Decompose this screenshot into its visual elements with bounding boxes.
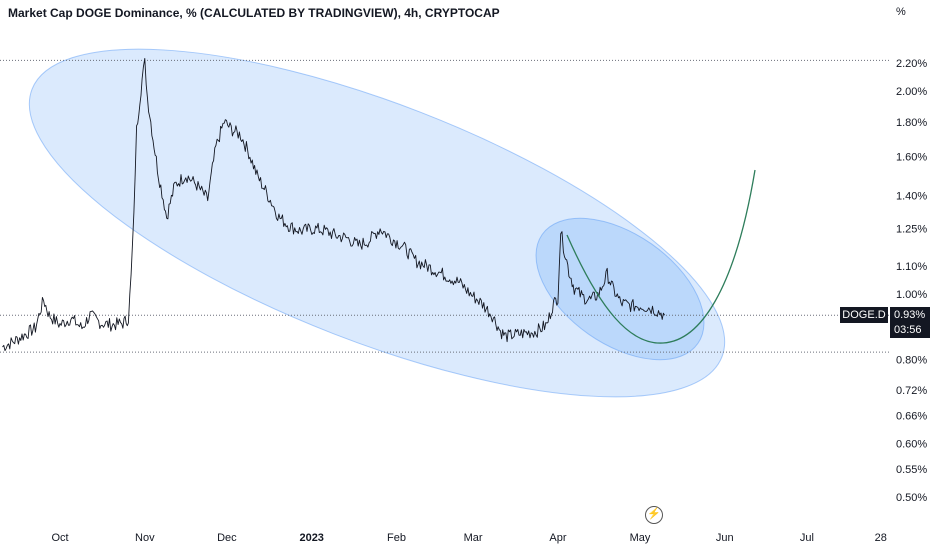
- x-tick-label: Feb: [387, 532, 406, 544]
- y-tick-label: 0.80%: [896, 354, 927, 366]
- x-tick-label: Dec: [217, 532, 237, 544]
- price-line: [2, 58, 665, 352]
- symbol-badge: DOGE.D: [840, 307, 888, 323]
- y-tick-label: 0.50%: [896, 492, 927, 504]
- y-tick-label: 1.80%: [896, 117, 927, 129]
- y-tick-label: 0.55%: [896, 464, 927, 476]
- horizontal-levels: [0, 59, 890, 353]
- chart-title: Market Cap DOGE Dominance, % (CALCULATED…: [8, 6, 500, 20]
- large-ellipse-drawing[interactable]: [0, 0, 765, 468]
- x-tick-label: 2023: [299, 532, 323, 544]
- x-tick-label: Mar: [464, 532, 483, 544]
- small-ellipse-drawing[interactable]: [511, 189, 730, 388]
- x-tick-label: Jul: [800, 532, 814, 544]
- y-tick-label: 0.72%: [896, 385, 927, 397]
- x-axis: Oct Nov Dec 2023 Feb Mar Apr May Jun Jul 28: [51, 532, 886, 544]
- bar-countdown-badge: 03:56: [890, 323, 930, 338]
- x-tick-label: Nov: [135, 532, 155, 544]
- price-series: [2, 58, 665, 352]
- y-tick-label: 1.00%: [896, 289, 927, 301]
- last-price-badge: 0.93%: [890, 307, 930, 323]
- y-axis: 2.20% 2.00% 1.80% 1.60% 1.40% 1.25% 1.10% 1.00%…: [896, 58, 927, 504]
- y-tick-label: 2.00%: [896, 86, 927, 98]
- tradingview-logo-icon[interactable]: ⚡: [645, 506, 663, 524]
- x-tick-label: Oct: [51, 532, 68, 544]
- x-tick-label: Apr: [549, 532, 566, 544]
- y-tick-label: 1.40%: [896, 190, 927, 202]
- y-tick-label: 1.60%: [896, 151, 927, 163]
- y-tick-label: 1.10%: [896, 261, 927, 273]
- axis-unit-label: %: [896, 6, 906, 18]
- y-tick-label: 0.60%: [896, 439, 927, 451]
- y-tick-label: 0.66%: [896, 411, 927, 423]
- y-tick-label: 1.25%: [896, 224, 927, 236]
- x-tick-label: 28: [875, 532, 887, 544]
- projection-curve-drawing[interactable]: [566, 169, 756, 344]
- drawing-layer[interactable]: [0, 0, 765, 468]
- y-tick-label: 2.20%: [896, 58, 927, 70]
- x-tick-label: May: [630, 532, 651, 544]
- x-tick-label: Jun: [716, 532, 734, 544]
